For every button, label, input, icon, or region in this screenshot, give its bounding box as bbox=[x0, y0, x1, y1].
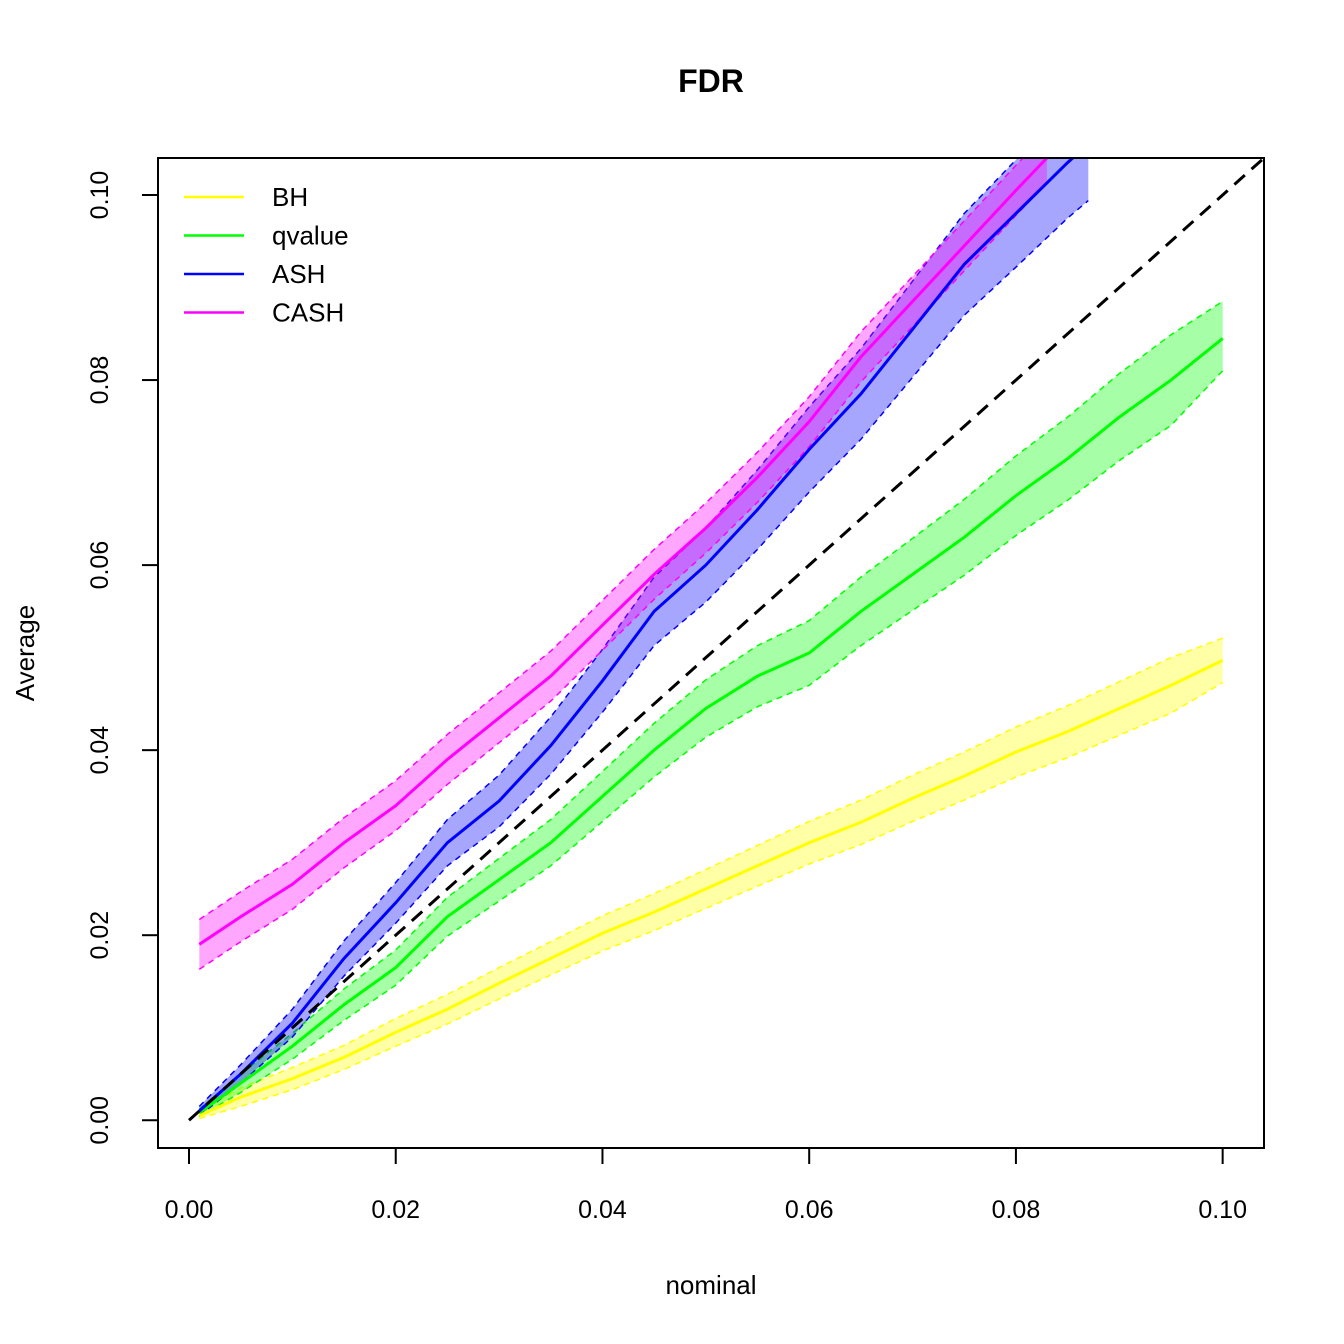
band-lower-ash bbox=[198, 200, 1089, 1117]
y-tick-label: 0.08 bbox=[86, 356, 114, 405]
legend-label-qvalue: qvalue bbox=[272, 221, 349, 251]
reference-diagonal-line bbox=[188, 158, 1264, 1122]
x-tick-label: 0.10 bbox=[1198, 1196, 1247, 1224]
legend-label-bh: BH bbox=[272, 182, 308, 212]
chart-title: FDR bbox=[678, 63, 744, 99]
y-tick-label: 0.06 bbox=[86, 541, 114, 590]
band-upper-ash bbox=[198, 158, 1019, 1107]
y-axis-title: Average bbox=[10, 605, 40, 701]
y-tick-label: 0.02 bbox=[86, 911, 114, 960]
band-upper-bh bbox=[198, 637, 1223, 1112]
x-tick-label: 0.00 bbox=[165, 1196, 214, 1224]
band-upper-qvalue bbox=[198, 300, 1224, 1110]
x-axis: 0.00 0.02 0.04 0.06 0.08 0.10 bbox=[165, 1147, 1247, 1224]
band-lower-qvalue bbox=[198, 370, 1224, 1118]
line-bh bbox=[198, 659, 1224, 1117]
y-axis: 0.00 0.02 0.04 0.06 0.08 0.10 bbox=[86, 171, 159, 1145]
x-axis-title: nominal bbox=[665, 1270, 756, 1300]
band-ash bbox=[199, 158, 1089, 1116]
band-upper-cash bbox=[198, 158, 1025, 921]
line-cash bbox=[198, 158, 1048, 946]
line-ash bbox=[198, 158, 1075, 1113]
line-qvalue bbox=[198, 337, 1224, 1115]
y-tick-label: 0.04 bbox=[86, 726, 114, 775]
x-tick-label: 0.06 bbox=[785, 1196, 834, 1224]
series-lines bbox=[198, 158, 1224, 1117]
confidence-bands bbox=[198, 158, 1224, 1120]
band-lower-cash bbox=[198, 182, 1048, 971]
y-tick-label: 0.00 bbox=[86, 1096, 114, 1145]
x-tick-label: 0.08 bbox=[992, 1196, 1041, 1224]
x-tick-label: 0.04 bbox=[578, 1196, 627, 1224]
y-tick-label: 0.10 bbox=[86, 171, 114, 220]
x-tick-label: 0.02 bbox=[371, 1196, 420, 1224]
band-bh bbox=[199, 638, 1223, 1119]
legend: BH qvalue ASH CASH bbox=[184, 182, 349, 328]
legend-label-ash: ASH bbox=[272, 259, 325, 289]
legend-label-cash: CASH bbox=[272, 298, 344, 328]
